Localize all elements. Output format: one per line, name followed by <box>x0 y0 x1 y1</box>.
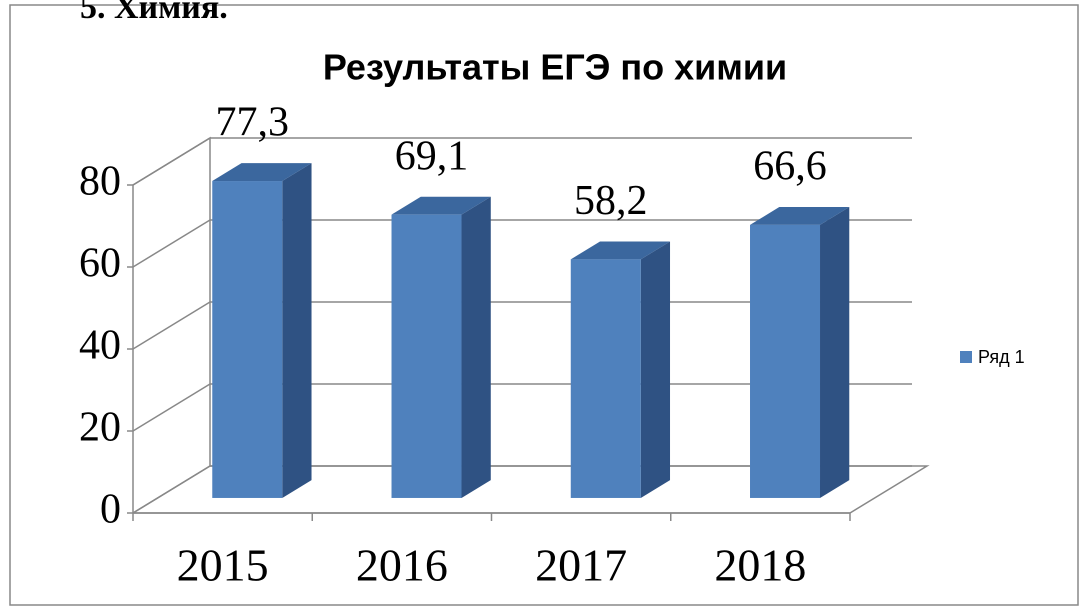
grid-line <box>132 383 211 432</box>
data-label: 58,2 <box>574 178 648 224</box>
bar-top <box>570 241 671 260</box>
data-label: 77,3 <box>216 100 290 146</box>
grid-line <box>132 301 211 350</box>
grid-line <box>132 219 211 268</box>
data-label: 69,1 <box>395 133 469 179</box>
bar-top <box>212 163 312 182</box>
y-tick-label: 0 <box>100 487 121 533</box>
y-tick-label: 60 <box>79 241 121 287</box>
bar-side <box>461 196 491 498</box>
x-tick-label: 2016 <box>356 540 448 591</box>
bar <box>391 214 462 498</box>
grid-line <box>132 465 211 514</box>
chart-frame <box>9 4 1079 606</box>
bar-top <box>391 196 491 215</box>
y-tick-label: 20 <box>79 405 121 451</box>
bar-side <box>640 241 671 498</box>
y-tick-label: 40 <box>79 323 121 369</box>
bar <box>570 259 641 498</box>
heading: 5. Химия. <box>80 0 228 26</box>
bar-side <box>820 207 850 498</box>
legend-label: Ряд 1 <box>978 347 1025 367</box>
x-tick-label: 2017 <box>535 540 627 591</box>
grid-line <box>132 137 211 186</box>
bar <box>750 224 821 498</box>
legend-swatch <box>960 351 972 363</box>
chart-title: Результаты ЕГЭ по химии <box>323 47 787 88</box>
x-tick-label: 2015 <box>177 540 269 591</box>
bar <box>212 181 283 498</box>
x-tick-label: 2018 <box>714 540 806 591</box>
data-label: 66,6 <box>753 144 827 190</box>
bar-top <box>750 207 850 225</box>
bar-side <box>282 163 312 498</box>
y-tick-label: 80 <box>79 159 121 205</box>
